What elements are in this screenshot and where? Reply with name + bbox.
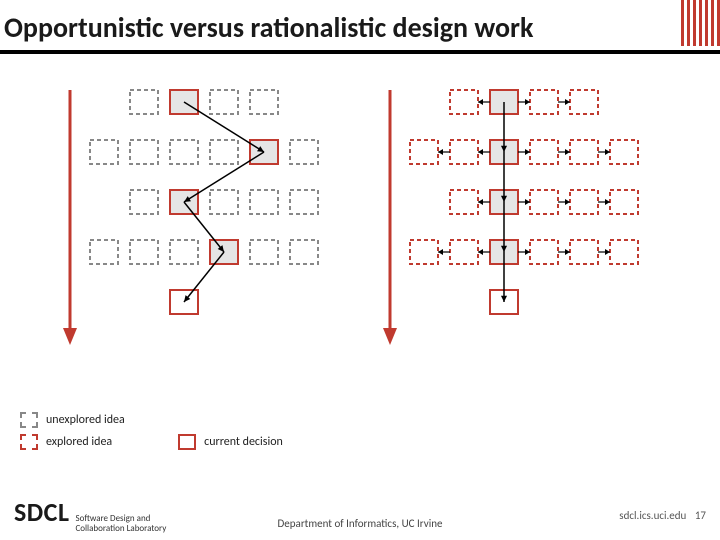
page-number: 17 — [695, 509, 706, 522]
right-diagram-svg — [410, 90, 670, 330]
slide: Opportunistic versus rationalistic desig… — [0, 0, 720, 540]
legend-label-current: current decision — [204, 435, 283, 449]
legend-box-current-icon — [178, 434, 196, 450]
footer-url: sdcl.ics.uci.edu — [619, 509, 686, 522]
panel-opportunistic — [90, 90, 350, 350]
corner-decoration — [650, 0, 720, 46]
footer-left: SDCL Software Design and Collaboration L… — [14, 496, 166, 534]
legend-row-unexplored: unexplored idea — [20, 412, 283, 428]
title-underline — [0, 50, 720, 54]
title-bar: Opportunistic versus rationalistic desig… — [0, 0, 720, 53]
legend-box-unexplored-icon — [20, 412, 38, 428]
timeline-arrow-icon — [380, 90, 400, 345]
left-diagram-svg — [90, 90, 350, 330]
timeline-arrow-icon — [60, 90, 80, 345]
footer-right: sdcl.ics.uci.edu 17 — [619, 509, 706, 522]
panel-rationalistic — [410, 90, 670, 350]
legend: unexplored idea explored idea current de… — [20, 412, 283, 456]
footer-subtitle: Software Design and Collaboration Labora… — [75, 514, 166, 534]
footer-sub-line2: Collaboration Laboratory — [75, 523, 166, 534]
footer: SDCL Software Design and Collaboration L… — [0, 496, 720, 540]
diagram-area — [0, 90, 720, 400]
legend-row-explored: explored idea current decision — [20, 434, 283, 450]
legend-label-explored: explored idea — [46, 435, 112, 449]
legend-box-explored-icon — [20, 434, 38, 450]
slide-title: Opportunistic versus rationalistic desig… — [4, 10, 708, 45]
footer-center: Department of Informatics, UC Irvine — [278, 517, 443, 530]
footer-logo: SDCL — [14, 496, 69, 528]
legend-label-unexplored: unexplored idea — [46, 413, 125, 427]
